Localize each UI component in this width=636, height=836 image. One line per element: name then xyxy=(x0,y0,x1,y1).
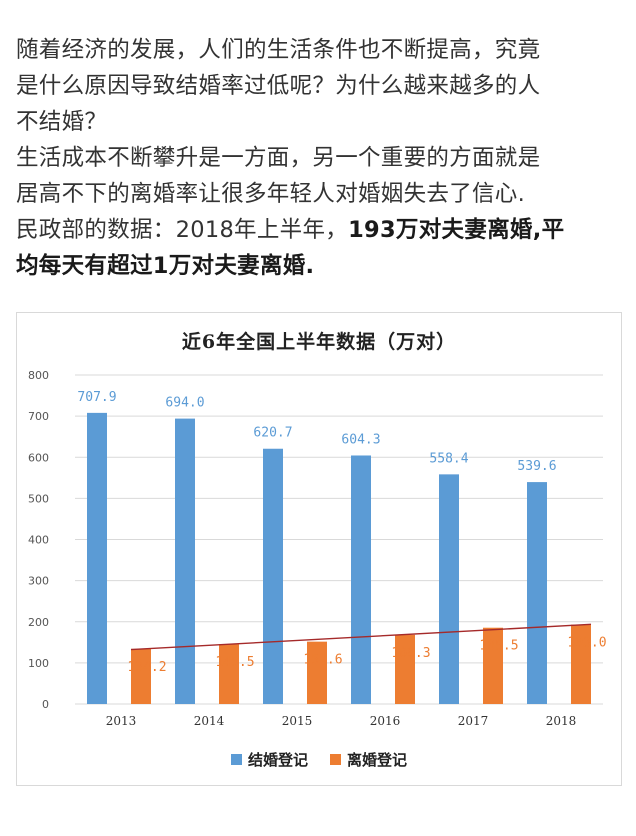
y-tick-label: 800 xyxy=(28,369,49,382)
article-line: 生活成本不断攀升是一方面，另一个重要的方面就是 xyxy=(16,145,541,171)
divorce-data-label: 168.3 xyxy=(391,646,430,661)
article-text-normal: 民政部的数据：2018年上半年， xyxy=(16,217,349,243)
divorce-trendline xyxy=(130,623,592,651)
x-tick-label: 2018 xyxy=(546,714,577,728)
article-line: 随着经济的发展，人们的生活条件也不断提高，究竟 xyxy=(16,37,541,63)
article-text: 随着经济的发展，人们的生活条件也不断提高，究竟 是什么原因导致结婚率过低呢？为什… xyxy=(16,32,626,284)
legend-label-marriage: 结婚登记 xyxy=(247,751,308,769)
marriage-data-label: 620.7 xyxy=(253,426,292,441)
chart-legend: 结婚登记 离婚登记 xyxy=(17,749,621,770)
divorce-bar xyxy=(395,634,415,704)
divorce-bar xyxy=(571,624,591,704)
legend-swatch-divorce xyxy=(330,754,341,765)
marriage-bar xyxy=(351,455,371,704)
marriage-bar xyxy=(87,412,107,704)
marriage-bar xyxy=(527,482,547,704)
legend-label-divorce: 离婚登记 xyxy=(347,751,408,769)
divorce-data-label: 185.5 xyxy=(479,639,518,654)
divorce-data-label: 134.2 xyxy=(127,660,166,675)
article-line: 居高不下的离婚率让很多年轻人对婚姻失去了信心. xyxy=(16,181,526,207)
y-tick-label: 0 xyxy=(42,698,49,711)
article-line: 不结婚？ xyxy=(16,109,108,135)
marriage-data-label: 604.3 xyxy=(341,432,380,447)
marriage-bar xyxy=(439,474,459,704)
bar-chart: 0 100 200 300 400 500 600 700 800 2013 2014 2015 201… xyxy=(28,369,607,728)
divorce-data-label: 151.6 xyxy=(303,653,342,668)
y-tick-label: 400 xyxy=(28,534,49,547)
y-tick-label: 300 xyxy=(28,575,49,588)
marriage-data-label: 558.4 xyxy=(429,451,468,466)
x-tick-label: 2015 xyxy=(282,714,313,728)
legend-item-marriage: 结婚登记 xyxy=(230,749,308,770)
marriage-bar xyxy=(175,418,195,704)
article-line: 均每天有超过1万对夫妻离婚. xyxy=(16,248,626,284)
y-tick-label: 600 xyxy=(28,451,49,464)
article-highlight: 均每天有超过1万对夫妻离婚. xyxy=(16,253,315,279)
x-tick-label: 2017 xyxy=(458,714,489,728)
divorce-data-label: 193.0 xyxy=(567,636,606,651)
article-line: 民政部的数据：2018年上半年，193万对夫妻离婚,平 xyxy=(16,212,626,248)
divorce-bar xyxy=(307,641,327,704)
x-tick-label: 2014 xyxy=(194,714,225,728)
marriage-data-label: 707.9 xyxy=(77,390,116,405)
chart-title: 近6年全国上半年数据（万对） xyxy=(181,331,457,353)
legend-swatch-marriage xyxy=(230,754,242,765)
article-highlight: 193万对夫妻离婚,平 xyxy=(348,217,565,243)
divorce-data-label: 145.5 xyxy=(215,655,254,670)
y-tick-label: 100 xyxy=(28,657,49,670)
divorce-bar xyxy=(219,644,239,704)
chart-card: 近6年全国上半年数据（万对） 0 100 200 300 400 500 600 700 800… xyxy=(16,312,622,786)
marriage-bar xyxy=(263,448,283,704)
y-tick-label: 500 xyxy=(28,492,49,505)
marriage-data-label: 539.6 xyxy=(517,459,556,474)
x-tick-label: 2016 xyxy=(370,714,401,728)
article-line: 是什么原因导致结婚率过低呢？为什么越来越多的人 xyxy=(16,73,541,99)
x-tick-label: 2013 xyxy=(106,714,137,728)
legend-item-divorce: 离婚登记 xyxy=(330,749,407,770)
divorce-bar xyxy=(131,648,151,704)
divorce-bar xyxy=(483,627,503,704)
marriage-data-label: 694.0 xyxy=(165,396,204,411)
y-tick-label: 200 xyxy=(28,616,49,629)
y-tick-label: 700 xyxy=(28,410,49,423)
